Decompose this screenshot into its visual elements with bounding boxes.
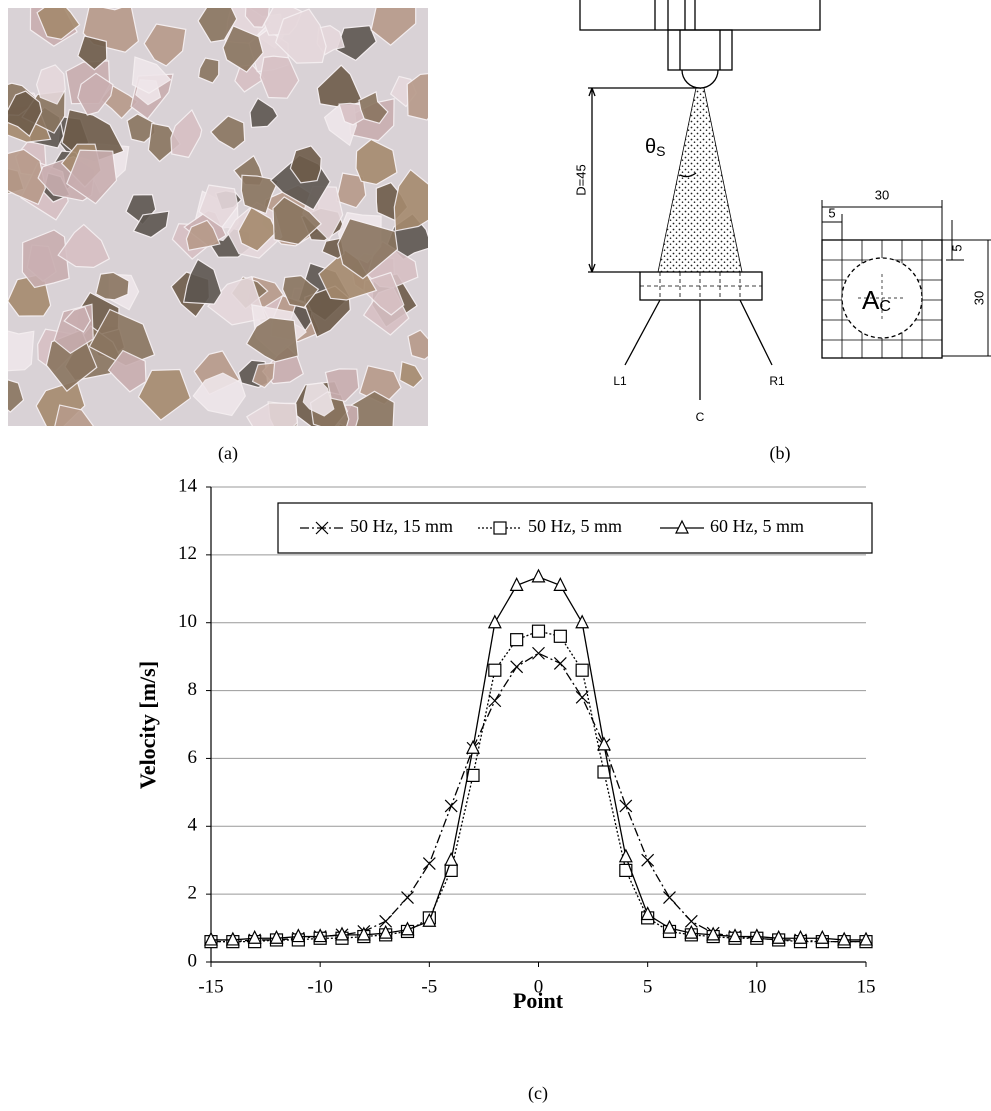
panel-label: (b) xyxy=(770,443,791,464)
x-tick-label: 15 xyxy=(857,976,876,997)
figure: (a) θS D=45 AC 30 5 5 30 L1 C R1 (b) Vel… xyxy=(0,0,991,1111)
y-tick-label: 6 xyxy=(188,747,198,768)
marker xyxy=(511,661,523,673)
y-tick-label: 10 xyxy=(178,611,197,632)
symbol-base: θ xyxy=(645,136,656,158)
symbol: θS xyxy=(645,136,665,158)
x-tick-label: -5 xyxy=(421,976,437,997)
marker xyxy=(576,664,588,676)
series-line xyxy=(211,653,866,941)
marker xyxy=(533,570,545,582)
marker xyxy=(554,630,566,642)
crystal xyxy=(408,330,435,359)
marker xyxy=(576,616,588,628)
marker xyxy=(576,691,588,703)
dimension-label: D=45 xyxy=(573,164,588,195)
block-lines xyxy=(640,272,762,300)
photo xyxy=(0,0,450,456)
nozzle-tip xyxy=(680,30,720,88)
point-label: C xyxy=(696,410,705,424)
legend-label: 50 Hz, 5 mm xyxy=(528,516,622,536)
marker xyxy=(489,616,501,628)
marker xyxy=(554,657,566,669)
dimension-label: 5 xyxy=(949,244,964,251)
target-block xyxy=(640,272,762,300)
marker xyxy=(642,854,654,866)
marker xyxy=(489,664,501,676)
y-tick-label: 4 xyxy=(188,815,198,836)
y-tick-label: 12 xyxy=(178,543,197,564)
legend-marker xyxy=(494,522,506,534)
marker xyxy=(511,634,523,646)
nozzle xyxy=(668,30,732,70)
marker xyxy=(445,853,457,865)
marker xyxy=(423,858,435,870)
x-tick-label: -10 xyxy=(308,976,333,997)
x-tick-label: 5 xyxy=(643,976,653,997)
crystal xyxy=(37,65,66,104)
marker xyxy=(620,800,632,812)
marker xyxy=(598,738,610,750)
dimension-label: 30 xyxy=(971,291,986,305)
dimension-label: 5 xyxy=(828,205,835,220)
marker xyxy=(533,647,545,659)
plate-lines xyxy=(655,0,695,30)
point-label: L1 xyxy=(613,374,627,388)
plate xyxy=(580,0,820,30)
marker xyxy=(664,892,676,904)
marker xyxy=(445,800,457,812)
marker xyxy=(489,695,501,707)
y-tick-label: 2 xyxy=(188,883,198,904)
dimension-label: 30 xyxy=(875,187,889,202)
symbol-sub: S xyxy=(656,143,665,159)
panel-label: (c) xyxy=(528,1083,548,1104)
legend-label: 50 Hz, 15 mm xyxy=(350,516,453,536)
marker xyxy=(533,625,545,637)
crystal xyxy=(0,328,34,372)
marker xyxy=(467,741,479,753)
legend-label: 60 Hz, 5 mm xyxy=(710,516,804,536)
y-tick-label: 8 xyxy=(188,679,198,700)
symbol-base: A xyxy=(862,285,880,315)
point-label: R1 xyxy=(769,374,785,388)
y-axis-label: Velocity [m/s] xyxy=(135,661,160,789)
spray-cone xyxy=(658,88,742,272)
panel-label: (a) xyxy=(218,443,238,464)
series-line xyxy=(211,631,866,941)
x-tick-label: 0 xyxy=(534,976,544,997)
x-tick-label: 10 xyxy=(747,976,766,997)
marker xyxy=(402,892,414,904)
leader-line xyxy=(625,300,772,400)
x-tick-label: -15 xyxy=(198,976,223,997)
y-tick-label: 0 xyxy=(188,950,198,971)
symbol-sub: C xyxy=(879,298,891,315)
y-tick-label: 14 xyxy=(178,475,198,496)
diagram xyxy=(580,0,991,400)
